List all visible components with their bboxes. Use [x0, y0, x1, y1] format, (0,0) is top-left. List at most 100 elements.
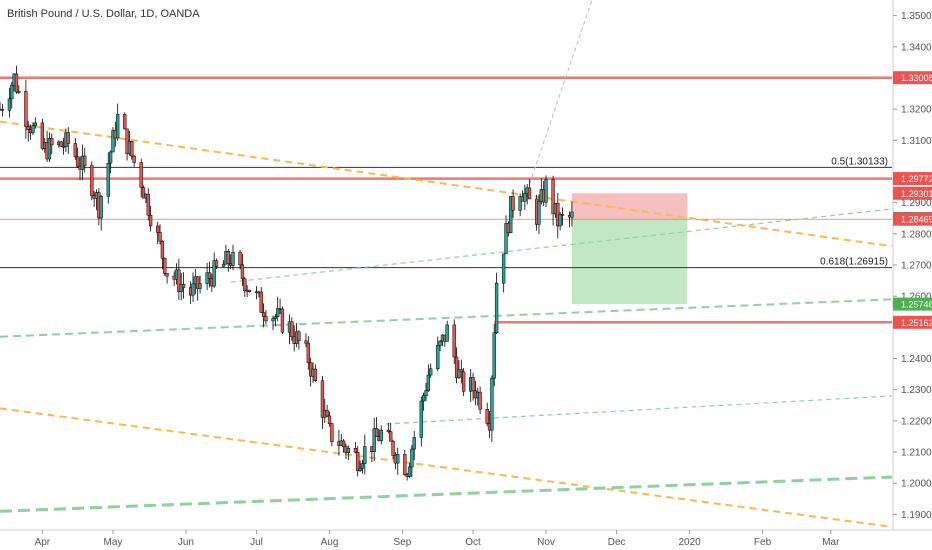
candle-body [10, 85, 14, 100]
candles-layer [0, 65, 574, 481]
price-badge-label: 1.25746 [901, 300, 932, 310]
price-badge [893, 297, 932, 311]
candle-body [459, 369, 463, 373]
price-badge-label: 1.33008 [901, 73, 932, 83]
candle-body [207, 272, 212, 279]
candle-body [280, 308, 285, 333]
price-badge-label: 1.25162 [901, 318, 932, 328]
candle-body [454, 356, 459, 379]
price-badge [893, 212, 932, 226]
candle-body [325, 410, 329, 417]
y-tick-label: 1.24000 [901, 354, 932, 365]
candle-body [243, 278, 247, 291]
candle-body [421, 395, 426, 402]
trendlines-layer [0, 0, 893, 528]
candle-body [327, 415, 332, 424]
x-tick-label: Oct [465, 537, 481, 548]
candle-body [99, 196, 103, 219]
candle-body [50, 138, 54, 146]
candle-body [518, 196, 522, 211]
candle-body [436, 345, 440, 370]
y-tick-label: 1.28000 [901, 229, 932, 240]
candle-body [424, 390, 428, 397]
price-badge [893, 315, 932, 329]
candle-body [165, 273, 169, 277]
candle-body [111, 130, 115, 153]
trendline [0, 298, 893, 338]
candle-body [502, 253, 506, 284]
candle-body [523, 193, 527, 202]
candle-body [76, 156, 80, 167]
candle-body [363, 446, 367, 464]
candle-body [226, 251, 230, 264]
x-tick-label: Nov [537, 537, 555, 548]
candle-body [14, 73, 19, 93]
candle-body [306, 342, 310, 363]
fib-level-label: 0.618(1.26915) [820, 257, 888, 268]
candle-body [471, 377, 475, 392]
candle-body [490, 378, 494, 431]
candle-body [346, 447, 350, 453]
candle-body [389, 431, 393, 442]
y-tick-label: 1.27000 [901, 261, 932, 272]
candle-body [396, 454, 400, 464]
x-tick-label: Apr [35, 537, 51, 548]
candle-body [403, 454, 407, 476]
price-badge [893, 186, 932, 200]
position-zones-layer [0, 193, 892, 305]
candle-body [551, 179, 555, 215]
trendline [0, 120, 893, 248]
candle-body [374, 428, 379, 437]
x-tick-label: Feb [754, 537, 772, 548]
candle-body [570, 211, 574, 218]
candle-body [177, 269, 181, 292]
candle-body [429, 368, 433, 376]
price-badges-layer: 1.297721.293011.284861.284691.257461.251… [893, 71, 932, 329]
candle-body [221, 263, 226, 267]
candle-body [509, 196, 513, 234]
x-tick-label: Jun [178, 537, 194, 548]
price-badge-label: 1.29301 [901, 189, 932, 199]
candle-body [304, 340, 308, 344]
candle-body [544, 179, 548, 203]
candle-body [386, 429, 390, 432]
candle-body [247, 289, 252, 293]
candle-body [59, 141, 63, 147]
candle-body [457, 369, 461, 379]
candle-body [560, 214, 565, 216]
candle-body [240, 264, 245, 280]
candle-body [179, 284, 183, 292]
x-tick-label: 2020 [678, 537, 701, 548]
candle-body [132, 155, 136, 163]
candle-body [238, 251, 242, 266]
candle-body [290, 321, 294, 338]
candle-body [191, 283, 195, 296]
y-tick-label: 1.26000 [901, 292, 932, 303]
candle-body [130, 141, 134, 157]
price-badge [893, 172, 932, 186]
candle-body [90, 165, 94, 197]
candle-body [156, 225, 160, 233]
candle-body [106, 162, 110, 197]
candle-body [163, 258, 167, 274]
candle-body [445, 324, 449, 342]
candle-body [426, 374, 430, 391]
candle-body [108, 151, 113, 164]
trendline [0, 475, 893, 513]
candle-body [148, 214, 153, 227]
x-tick-label: Sep [394, 537, 412, 548]
y-tick-label: 1.29000 [901, 198, 932, 209]
candle-body [485, 408, 489, 424]
y-tick-label: 1.20000 [901, 479, 932, 490]
x-tick-label: Mar [822, 537, 840, 548]
candle-body [407, 466, 412, 477]
candle-body [419, 400, 423, 438]
candle-body [214, 260, 219, 267]
y-tick-label: 1.19000 [901, 510, 932, 521]
take-profit-zone [571, 219, 688, 305]
candle-body [330, 423, 334, 443]
x-tick-label: Dec [608, 537, 626, 548]
